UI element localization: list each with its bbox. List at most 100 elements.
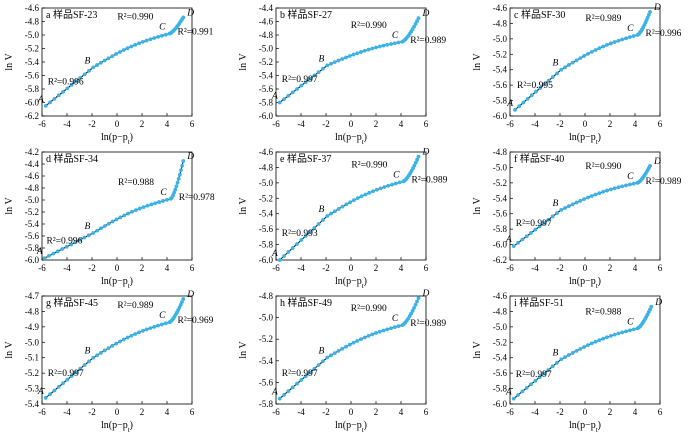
chart-panel-4: -6.0 -5.8 -5.6 -5.4 -5.2 -5.0 -4.8 -4.6 -4.4 -4.2…: [4, 147, 215, 290]
data-point: [144, 38, 149, 43]
data-point: [546, 217, 551, 222]
data-point: [355, 196, 360, 201]
data-point: [612, 332, 617, 337]
data-point: [106, 56, 111, 61]
x-tick-label: -2: [88, 407, 96, 417]
x-tick-label: 4: [165, 119, 170, 129]
data-point: [316, 222, 321, 226]
data-point: [114, 341, 119, 346]
data-point: [620, 37, 625, 42]
point-label-a: A: [271, 249, 278, 259]
data-point: [627, 35, 632, 40]
data-point: [69, 374, 74, 378]
data-point: [377, 329, 382, 334]
y-tick-label: -5.0: [25, 337, 40, 347]
x-tick-label: -6: [272, 119, 280, 129]
y-axis-label: ln V: [4, 197, 15, 215]
data-point: [332, 351, 337, 356]
point-label-c: C: [160, 188, 167, 198]
r2-label-cd: R²=0.978: [179, 193, 215, 203]
data-point: [65, 377, 70, 382]
data-point: [118, 215, 123, 220]
data-point: [137, 206, 142, 211]
data-point: [106, 221, 111, 226]
x-tick-label: 0: [349, 407, 354, 417]
data-point: [133, 42, 138, 47]
y-tick-label: -4.8: [259, 291, 274, 301]
x-tick-label: 4: [399, 119, 404, 129]
x-tick-label: -4: [63, 119, 71, 129]
data-point: [290, 246, 295, 250]
y-axis-label: ln V: [472, 197, 483, 215]
data-point: [578, 56, 583, 60]
data-point: [61, 89, 65, 94]
data-point: [593, 192, 598, 197]
y-tick-label: -4.8: [25, 183, 40, 193]
x-tick-label: -4: [297, 263, 305, 273]
y-axis-label: ln V: [4, 341, 15, 359]
y-tick-label: -6.0: [259, 111, 274, 121]
data-point: [612, 186, 617, 191]
data-point: [299, 83, 304, 88]
y-tick-label: -5.6: [259, 377, 274, 387]
r2-label-ab: R²=0.995: [517, 81, 553, 91]
data-point: [149, 202, 154, 207]
data-point: [157, 200, 162, 204]
data-point: [277, 100, 282, 105]
point-label-c: C: [627, 24, 634, 34]
x-tick-label: -6: [38, 407, 46, 417]
data-point: [529, 93, 534, 98]
data-point: [286, 250, 291, 254]
plot-frame: [41, 295, 193, 405]
chart-panel-2: -6.0 -5.8 -5.6 -5.4 -5.2 -5.0 -4.8 -4.6 -4.4 -6 -4…: [238, 3, 446, 146]
x-axis-label: ln(p−pt): [101, 132, 133, 146]
x-tick-label: 4: [633, 407, 638, 417]
data-point: [374, 331, 378, 335]
data-point: [69, 242, 73, 247]
data-point: [312, 226, 317, 230]
data-point: [344, 55, 348, 60]
data-point: [122, 213, 127, 218]
x-tick-label: 2: [608, 407, 613, 417]
r2-label-cd: R²=0.989: [410, 319, 446, 329]
data-point: [69, 82, 74, 87]
data-point: [416, 16, 421, 21]
data-point: [574, 200, 579, 205]
data-point: [336, 58, 341, 63]
data-point: [156, 323, 160, 328]
x-tick-label: -6: [506, 119, 514, 129]
x-tick-label: -4: [63, 263, 71, 273]
data-point: [43, 395, 48, 400]
data-point: [82, 363, 87, 367]
x-tick-label: -6: [272, 407, 280, 417]
y-tick-label: -5.0: [493, 322, 508, 332]
data-point: [56, 93, 61, 98]
y-tick-label: -5.4: [25, 57, 40, 67]
point-label-b: B: [318, 54, 324, 64]
x-axis-label: ln(p−pt): [335, 276, 367, 290]
y-tick-label: -6.0: [493, 111, 508, 121]
data-point: [336, 349, 341, 353]
data-point: [55, 249, 60, 254]
data-point: [410, 308, 415, 313]
data-point: [286, 93, 291, 98]
data-point: [370, 46, 375, 51]
x-tick-label: 6: [424, 263, 429, 273]
data-point: [303, 374, 308, 379]
data-point: [175, 180, 180, 185]
data-point: [570, 202, 575, 207]
panel-title: h 样品SF-49: [280, 296, 332, 309]
data-point: [385, 42, 390, 47]
y-tick-label: -5.6: [25, 231, 40, 241]
data-point: [601, 44, 606, 49]
data-point: [164, 197, 169, 202]
x-tick-label: -2: [322, 263, 330, 273]
data-point: [91, 231, 96, 235]
data-point: [148, 37, 153, 42]
x-tick-label: 6: [424, 119, 429, 129]
data-point: [282, 254, 286, 258]
r2-label-ab: R²=0.996: [48, 78, 84, 88]
y-tick-label: -5.8: [493, 96, 508, 106]
x-tick-label: 2: [140, 263, 145, 273]
point-label-c: C: [392, 314, 399, 324]
